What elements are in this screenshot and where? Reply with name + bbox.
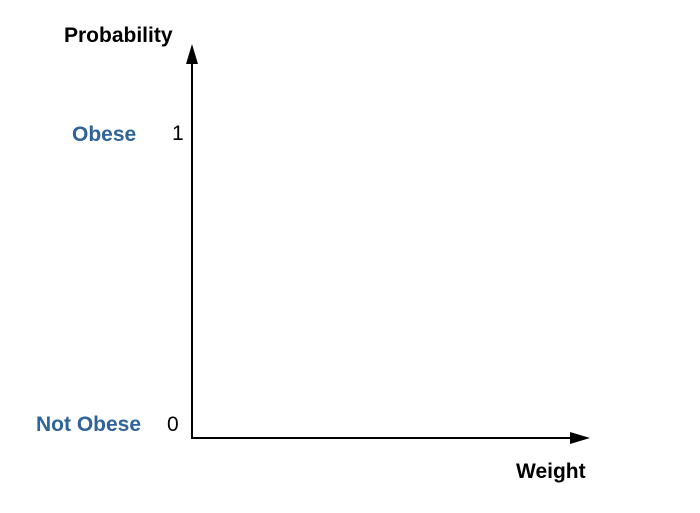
class-label-not-obese: Not Obese (36, 413, 142, 436)
x-axis-title: Weight (516, 460, 586, 483)
y-axis-title: Probability (64, 24, 173, 47)
y-axis-arrowhead (186, 44, 198, 64)
x-axis-arrowhead (570, 432, 590, 444)
tick-label-0: 0 (167, 413, 179, 436)
class-label-obese: Obese (72, 123, 137, 146)
tick-label-1: 1 (172, 122, 184, 145)
